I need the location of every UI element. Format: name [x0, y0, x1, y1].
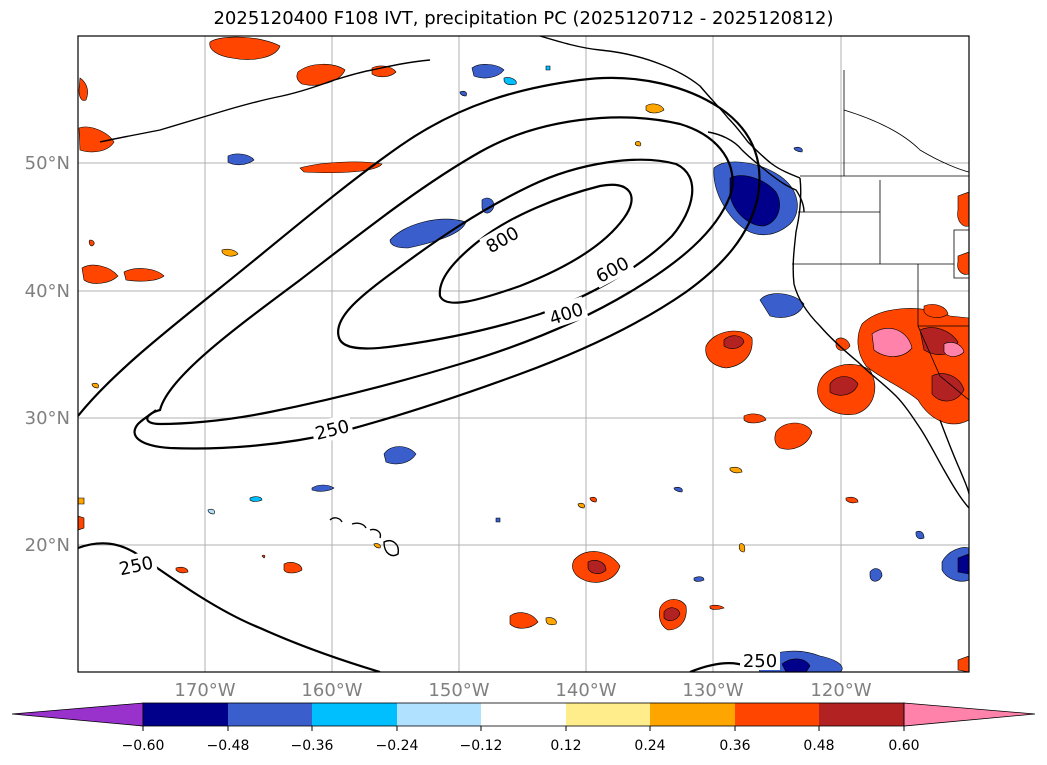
colorbar-bin-7 — [650, 703, 735, 726]
map-panel — [78, 36, 969, 672]
lon-label-130w: 130°W — [682, 680, 743, 701]
lat-label-30n: 30°N — [25, 408, 70, 429]
longitude-labels: 170°W 160°W 150°W 140°W 130°W 120°W — [174, 680, 871, 701]
lon-label-150w: 150°W — [428, 680, 489, 701]
colorbar-tick-label: 0.60 — [888, 738, 919, 754]
lat-label-40n: 40°N — [25, 281, 70, 302]
colorbar: −0.60 −0.48 −0.36 −0.24 −0.12 0.12 0.24 … — [11, 702, 1036, 754]
lon-label-170w: 170°W — [174, 680, 235, 701]
colorbar-tick-label: 0.48 — [803, 738, 834, 754]
colorbar-bin-1 — [143, 703, 228, 726]
map-title: 2025120400 F108 IVT, precipitation PC (2… — [213, 8, 834, 29]
ivt-contour-250-main — [78, 76, 761, 450]
contour-label-250-bottom: 250 — [743, 651, 777, 672]
colorbar-bin-4 — [397, 703, 481, 726]
colorbar-bin-3 — [312, 703, 397, 726]
positive-precip-patches — [78, 36, 969, 672]
colorbar-tick-label: 0.24 — [634, 738, 665, 754]
colorbar-tick-label: −0.24 — [376, 738, 419, 754]
latitude-labels: 50°N 40°N 30°N 20°N — [25, 153, 70, 556]
lat-label-20n: 20°N — [25, 535, 70, 556]
colorbar-extend-low — [11, 702, 144, 727]
colorbar-extend-high — [903, 702, 1036, 727]
colorbar-tick-label: −0.36 — [291, 738, 334, 754]
coastlines — [99, 36, 969, 557]
colorbar-tick-label: −0.12 — [460, 738, 503, 754]
colorbar-bin-5 — [481, 703, 566, 726]
colorbar-ticks — [142, 726, 905, 731]
negative-precip-patches — [207, 64, 969, 672]
colorbar-tick-label: −0.60 — [122, 738, 165, 754]
ivt-contour-250-south — [78, 542, 381, 672]
colorbar-bin-8 — [735, 703, 819, 726]
colorbar-tick-label: −0.48 — [207, 738, 250, 754]
colorbar-frame — [142, 702, 905, 727]
colorbar-tick-label: 0.12 — [550, 738, 581, 754]
colorbar-bin-9 — [819, 703, 904, 726]
political-borders — [792, 70, 969, 401]
lon-label-120w: 120°W — [810, 680, 871, 701]
colorbar-bin-2 — [228, 703, 312, 726]
colorbar-tick-label: 0.36 — [719, 738, 750, 754]
lon-label-140w: 140°W — [555, 680, 616, 701]
ivt-contour-400 — [146, 116, 734, 426]
map-border — [77, 35, 970, 673]
colorbar-bin-6 — [566, 703, 650, 726]
ivt-contour-600 — [337, 158, 694, 350]
lat-label-50n: 50°N — [25, 153, 70, 174]
lon-label-160w: 160°W — [301, 680, 362, 701]
